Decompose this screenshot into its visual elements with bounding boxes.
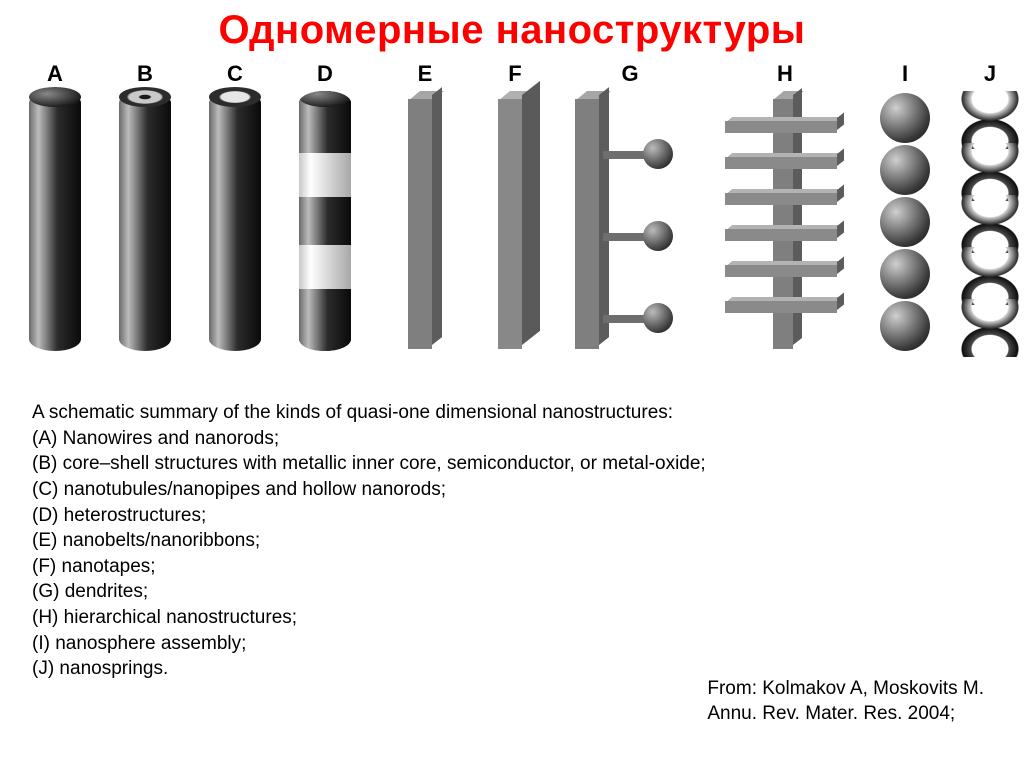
item-B: B (100, 61, 190, 381)
desc-line: (F) nanotapes; (32, 554, 992, 580)
coreshell-icon (119, 91, 171, 351)
item-I: I (870, 61, 940, 381)
nanostructure-gallery: A B C D E F G H I J (0, 61, 1024, 391)
nanotape-icon (498, 91, 532, 349)
desc-line: (H) hierarchical nanostructures; (32, 605, 992, 631)
desc-intro: A schematic summary of the kinds of quas… (32, 400, 992, 426)
nanowire-icon (29, 91, 81, 351)
nanosphere-icon (878, 91, 932, 361)
desc-line: (E) nanobelts/nanoribbons; (32, 528, 992, 554)
desc-line: (B) core–shell structures with metallic … (32, 451, 992, 477)
item-D: D (280, 61, 370, 381)
credit-block: From: Kolmakov A, Moskovits M. Annu. Rev… (707, 676, 984, 727)
nanospring-icon (960, 91, 1020, 361)
item-A: A (10, 61, 100, 381)
nanotube-icon (209, 91, 261, 351)
item-C: C (190, 61, 280, 381)
item-H: H (720, 61, 850, 381)
label-I: I (870, 61, 940, 91)
desc-line: (C) nanotubules/nanopipes and hollow nan… (32, 477, 992, 503)
item-F: F (470, 61, 560, 381)
credit-line2: Annu. Rev. Mater. Res. 2004; (707, 701, 984, 727)
desc-line: (I) nanosphere assembly; (32, 631, 992, 657)
label-H: H (720, 61, 850, 91)
page-title: Одномерные наноструктуры (0, 0, 1024, 53)
label-J: J (960, 61, 1020, 91)
desc-line: (G) dendrites; (32, 579, 992, 605)
desc-line: (D) heterostructures; (32, 503, 992, 529)
hierarchical-icon (725, 91, 845, 349)
heterostructure-icon (299, 91, 351, 351)
label-G: G (560, 61, 700, 91)
item-J: J (960, 61, 1020, 381)
credit-line1: From: Kolmakov A, Moskovits M. (707, 676, 984, 702)
item-G: G (560, 61, 700, 381)
desc-line: (A) Nanowires and nanorods; (32, 426, 992, 452)
label-F: F (470, 61, 560, 91)
label-D: D (280, 61, 370, 91)
description-block: A schematic summary of the kinds of quas… (32, 400, 992, 682)
nanobelt-icon (408, 91, 442, 349)
label-E: E (380, 61, 470, 91)
dendrite-icon (575, 91, 685, 349)
item-E: E (380, 61, 470, 381)
